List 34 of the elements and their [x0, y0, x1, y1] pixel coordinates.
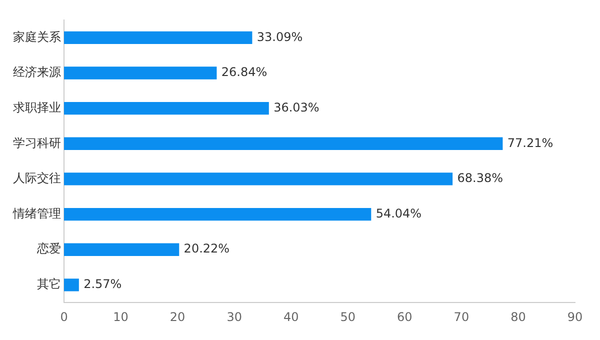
- bar: [64, 278, 79, 292]
- x-tick-label: 50: [340, 310, 356, 324]
- data-label: 26.84%: [221, 65, 268, 80]
- x-tick-label: 80: [510, 310, 526, 324]
- bar: [64, 208, 372, 221]
- data-label: 68.38%: [457, 171, 504, 186]
- bar: [64, 137, 503, 150]
- x-tick-label: 0: [60, 310, 68, 324]
- bar: [64, 102, 269, 115]
- x-tick-label: 70: [454, 310, 470, 324]
- x-tick-label: 60: [397, 310, 412, 324]
- x-tick-label: 20: [170, 310, 186, 324]
- bar: [64, 172, 453, 186]
- x-tick-label: 40: [283, 310, 299, 324]
- y-tick-label: 恋爱: [36, 242, 61, 256]
- bar: [64, 66, 217, 80]
- data-label: 77.21%: [507, 136, 554, 150]
- y-tick-label: 情绪管理: [12, 206, 61, 220]
- data-label: 33.09%: [256, 30, 303, 44]
- x-tick-label: 30: [226, 310, 242, 324]
- y-tick-label: 学习科研: [13, 136, 61, 150]
- data-label: 36.03%: [274, 100, 320, 114]
- y-tick-label: 经济来源: [13, 65, 61, 80]
- y-tick-label: 求职择业: [13, 100, 61, 114]
- data-label: 2.57%: [84, 277, 122, 292]
- data-label: 54.04%: [376, 206, 422, 220]
- y-tick-label: 家庭关系: [13, 30, 61, 44]
- bar: [64, 31, 252, 44]
- y-tick-label: 人际交往: [13, 171, 61, 186]
- y-tick-label: 其它: [37, 277, 61, 292]
- bar: [64, 243, 180, 256]
- x-tick-label: 90: [567, 310, 583, 324]
- data-label: 20.22%: [184, 242, 230, 256]
- x-tick-label: 10: [113, 310, 128, 324]
